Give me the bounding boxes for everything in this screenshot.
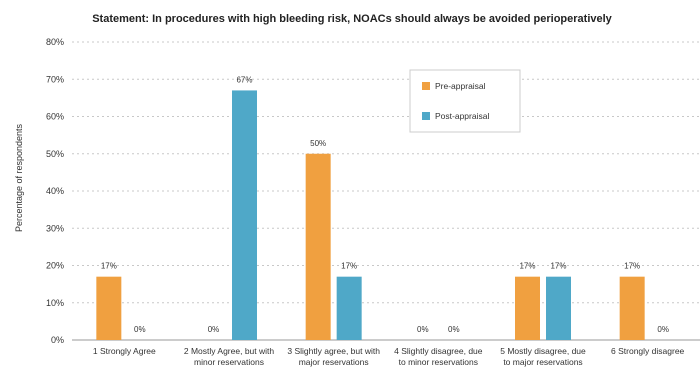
category-labels: 1 Strongly Agree 2 Mostly Agree, but with… (93, 346, 685, 367)
chart-title: Statement: In procedures with high bleed… (92, 13, 612, 25)
legend: Pre-appraisal Post-appraisal (409, 69, 521, 133)
category-label: 3 Slightly agree, but with (287, 346, 380, 356)
data-label: 0% (657, 325, 669, 334)
y-tick-label: 10% (46, 298, 64, 308)
y-tick-label: 80% (46, 37, 64, 47)
bar-post-appraisal (336, 276, 362, 340)
data-label: 0% (448, 325, 460, 334)
category-label: 6 Strongly disagree (611, 346, 685, 356)
category-label: 5 Mostly disagree, due (500, 346, 586, 356)
data-label: 17% (101, 262, 117, 271)
bar-pre-appraisal (96, 276, 122, 340)
y-tick-label: 20% (46, 261, 64, 271)
category-label: minor reservations (194, 357, 264, 367)
data-label: 17% (550, 262, 566, 271)
category-label: 1 Strongly Agree (93, 346, 156, 356)
bar-post-appraisal (546, 276, 571, 340)
category-label: 2 Mostly Agree, but with (184, 346, 275, 356)
category-label: to minor reservations (399, 357, 478, 367)
data-label: 0% (208, 325, 220, 334)
bar-pre-appraisal (305, 153, 331, 340)
category-label: major reservations (299, 357, 369, 367)
data-label: 67% (236, 75, 252, 84)
legend-box (409, 69, 521, 133)
data-label: 0% (134, 325, 146, 334)
data-label: 0% (417, 325, 429, 334)
y-tick-label: 0% (51, 335, 64, 345)
legend-label-post-appraisal: Post-appraisal (435, 111, 489, 121)
bar-pre-appraisal (619, 276, 645, 340)
y-axis-ticks: 0% 10% 20% 30% 40% 50% 60% 70% 80% (46, 37, 64, 345)
y-tick-label: 60% (46, 112, 64, 122)
data-label: 17% (341, 262, 357, 271)
category-label: 4 Slightly disagree, due (394, 346, 483, 356)
bar-post-appraisal (232, 90, 257, 340)
data-label: 50% (310, 139, 326, 148)
y-axis-label: Percentage of respondents (14, 123, 24, 232)
data-label: 17% (519, 262, 535, 271)
y-tick-label: 70% (46, 74, 64, 84)
legend-label-pre-appraisal: Pre-appraisal (435, 81, 486, 91)
bar-pre-appraisal (515, 276, 540, 340)
legend-swatch-post-appraisal (422, 112, 430, 120)
y-tick-label: 50% (46, 149, 64, 159)
bars (96, 90, 645, 340)
data-labels: 17% 0% 0% 67% 50% 17% 0% 0% 17% 17% 17% 0% (101, 75, 669, 334)
y-tick-label: 40% (46, 186, 64, 196)
data-label: 17% (624, 262, 640, 271)
y-tick-label: 30% (46, 223, 64, 233)
legend-swatch-pre-appraisal (422, 82, 430, 90)
category-label: to major reservations (503, 357, 582, 367)
